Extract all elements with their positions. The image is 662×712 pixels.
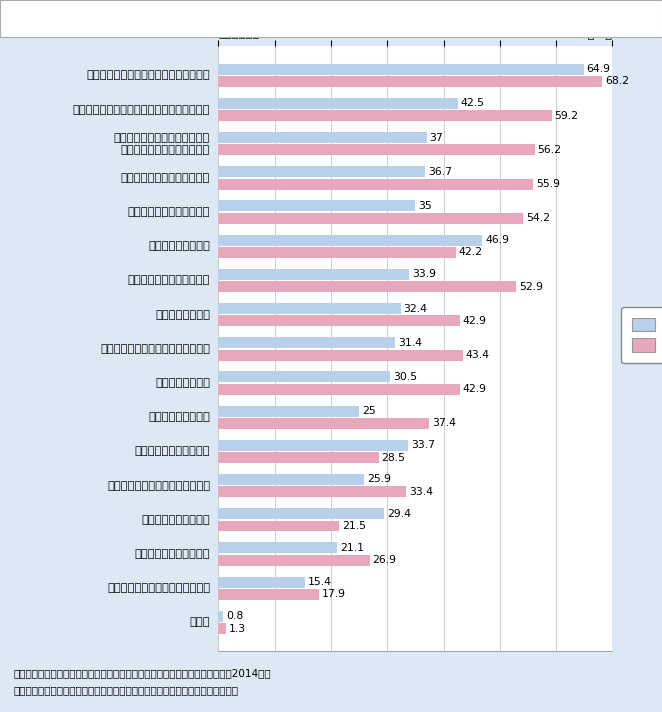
Text: 42.5: 42.5 xyxy=(461,98,485,108)
Text: 37.4: 37.4 xyxy=(432,419,455,429)
Text: 35: 35 xyxy=(418,201,432,211)
Text: 33.4: 33.4 xyxy=(409,487,433,497)
Text: 25.9: 25.9 xyxy=(367,474,391,484)
Text: 33.9: 33.9 xyxy=(412,269,436,279)
Bar xyxy=(218,474,364,485)
Bar xyxy=(218,132,426,143)
Bar xyxy=(218,623,226,634)
Bar xyxy=(218,315,460,326)
Bar xyxy=(218,372,390,382)
Bar xyxy=(218,281,516,292)
Legend: 男性, 女性: 男性, 女性 xyxy=(621,307,662,363)
Bar xyxy=(218,337,395,348)
Bar xyxy=(218,179,533,189)
Bar xyxy=(218,235,483,246)
Bar xyxy=(218,110,551,121)
Bar xyxy=(218,145,535,155)
Text: 30.5: 30.5 xyxy=(393,372,417,382)
Text: 32.4: 32.4 xyxy=(404,303,428,313)
Text: 29.4: 29.4 xyxy=(387,508,410,518)
Bar xyxy=(218,577,305,587)
Bar xyxy=(218,63,584,75)
Text: 70（%）: 70（%） xyxy=(573,29,612,39)
Bar xyxy=(218,520,340,531)
Bar xyxy=(218,406,359,417)
Text: 図表2-2-16: 図表2-2-16 xyxy=(18,12,82,25)
Text: 42.9: 42.9 xyxy=(463,316,487,326)
Bar xyxy=(218,452,379,463)
Text: 36.7: 36.7 xyxy=(428,167,451,177)
Text: 42.9: 42.9 xyxy=(463,384,487,394)
Text: 21.5: 21.5 xyxy=(342,521,366,531)
Text: 43.4: 43.4 xyxy=(465,350,489,360)
Text: 56.2: 56.2 xyxy=(538,145,561,155)
Text: 42.2: 42.2 xyxy=(459,248,483,258)
Bar xyxy=(218,269,409,280)
Text: 食生活で具体的に気をつけていること（性別）: 食生活で具体的に気をつけていること（性別） xyxy=(103,11,294,26)
Bar xyxy=(218,303,401,314)
Text: 46.9: 46.9 xyxy=(485,235,509,245)
Bar xyxy=(218,440,408,451)
Bar xyxy=(218,555,370,565)
Text: 15.4: 15.4 xyxy=(308,577,332,587)
Text: 52.9: 52.9 xyxy=(519,282,543,292)
Text: 資料：厚生労働省政策統括官付政策評価官室委託「健康意識に関する調査」（2014年）: 資料：厚生労働省政策統括官付政策評価官室委託「健康意識に関する調査」（2014年… xyxy=(13,668,271,678)
Text: 59.2: 59.2 xyxy=(554,110,579,121)
Text: 21.1: 21.1 xyxy=(340,543,364,553)
Bar xyxy=(218,611,223,622)
Bar xyxy=(218,201,416,211)
Text: 37: 37 xyxy=(430,132,444,142)
Text: 1.3: 1.3 xyxy=(228,624,246,634)
Bar xyxy=(218,76,602,87)
Bar xyxy=(218,543,337,553)
Bar xyxy=(218,213,524,224)
Bar xyxy=(218,508,384,519)
Bar xyxy=(218,167,425,177)
Text: 68.2: 68.2 xyxy=(605,76,629,86)
Bar xyxy=(218,589,319,600)
Text: 28.5: 28.5 xyxy=(381,453,406,463)
Text: 0.8: 0.8 xyxy=(226,612,243,622)
FancyBboxPatch shape xyxy=(5,3,95,34)
Text: 25: 25 xyxy=(362,406,376,416)
Text: 31.4: 31.4 xyxy=(398,337,422,347)
Text: 55.9: 55.9 xyxy=(536,179,560,189)
Bar xyxy=(218,350,463,360)
Bar xyxy=(218,98,457,109)
Bar xyxy=(218,384,460,394)
Text: 33.7: 33.7 xyxy=(411,440,435,450)
Text: （注）　「健康のために食生活に気をつけている」と答えた人を対象にした質問: （注） 「健康のために食生活に気をつけている」と答えた人を対象にした質問 xyxy=(13,685,238,695)
Text: 17.9: 17.9 xyxy=(322,590,346,600)
Text: 64.9: 64.9 xyxy=(587,64,610,74)
Bar xyxy=(218,247,456,258)
Bar xyxy=(218,418,429,429)
Text: 54.2: 54.2 xyxy=(526,214,550,224)
Text: （複数回答）: （複数回答） xyxy=(218,29,260,39)
Bar xyxy=(218,486,406,497)
Text: 26.9: 26.9 xyxy=(373,555,397,565)
